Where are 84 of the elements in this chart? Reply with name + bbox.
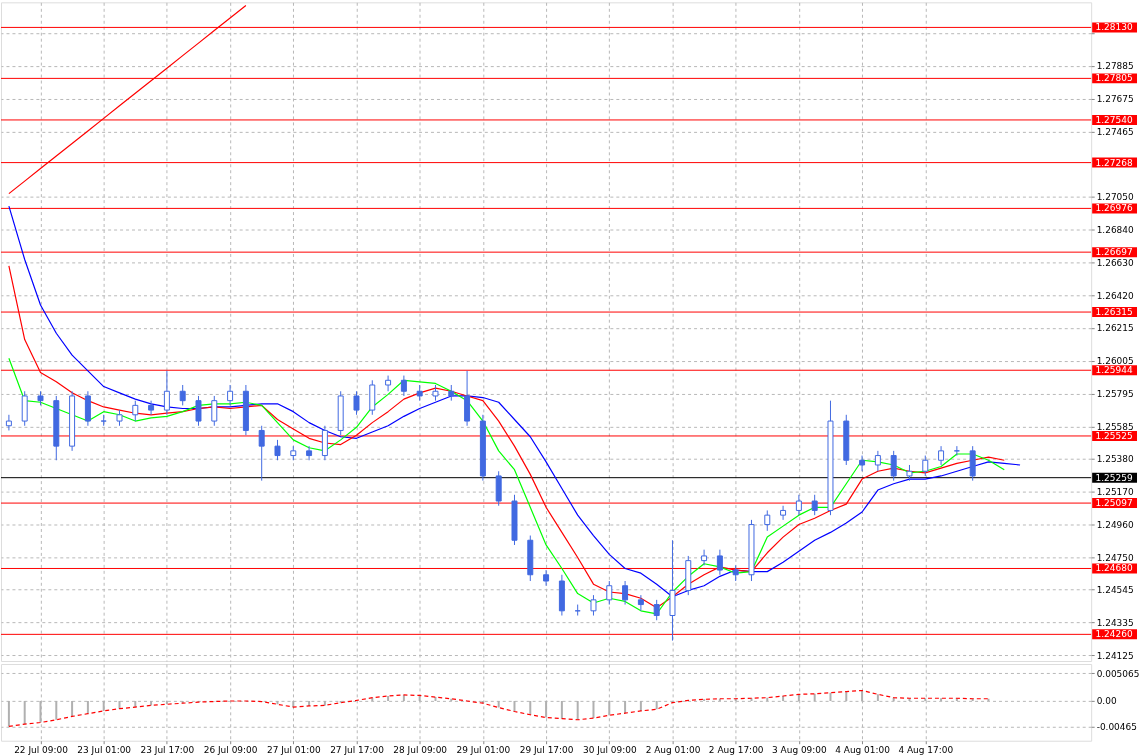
x-tick-label: 3 Aug 09:00 (772, 745, 828, 756)
candlestick (179, 384, 186, 406)
y-tick-label: 1.26420 (1096, 291, 1134, 302)
y-tick-label: 1.26840 (1096, 225, 1134, 236)
x-tick-label: 23 Jul 17:00 (140, 745, 195, 756)
candlestick (890, 450, 897, 482)
ref-line-label: 1.27805 (1095, 73, 1133, 84)
ref-line-label: 1.24260 (1095, 629, 1133, 640)
x-tick-label: 4 Aug 17:00 (898, 745, 954, 756)
y-tick-label: 0.00 (1096, 696, 1117, 707)
y-tick-label: 1.27885 (1096, 61, 1134, 72)
candlestick (227, 384, 234, 406)
candlestick (195, 395, 202, 427)
candlestick (5, 414, 12, 431)
y-tick-label: 1.25795 (1096, 389, 1134, 400)
ref-line-label: 1.27268 (1095, 157, 1133, 168)
ref-line-label: 1.26976 (1095, 203, 1133, 214)
candlestick (637, 594, 644, 612)
candlestick (811, 494, 818, 516)
candlestick (163, 370, 170, 416)
y-tick-label: 1.25170 (1096, 487, 1134, 498)
ref-line-label: 1.26315 (1095, 307, 1133, 318)
x-tick-label: 4 Aug 01:00 (835, 745, 891, 756)
y-tick-label: 1.27050 (1096, 192, 1134, 203)
candlestick (274, 439, 281, 461)
x-tick-label: 22 Jul 09:00 (14, 745, 69, 756)
ref-line-label: 1.25097 (1095, 498, 1133, 509)
candlestick (795, 494, 802, 516)
ref-line-label: 1.24680 (1095, 563, 1133, 574)
ref-line-label: 1.25525 (1095, 430, 1133, 441)
candlestick (132, 400, 139, 422)
line-series (8, 357, 1005, 615)
y-tick-label: 1.26005 (1096, 356, 1134, 367)
y-tick-label: 1.24750 (1096, 552, 1134, 563)
y-tick-label: 0.005065 (1096, 668, 1140, 679)
candlestick (385, 375, 392, 392)
ref-line-label: 1.25259 (1095, 472, 1133, 483)
candlestick (543, 569, 550, 587)
candlestick (764, 509, 771, 532)
y-tick-label: 1.24335 (1096, 618, 1134, 629)
line-series (8, 689, 990, 727)
y-tick-label: 1.26215 (1096, 323, 1134, 334)
candlestick (922, 455, 929, 477)
ref-line-label: 1.25944 (1095, 365, 1133, 376)
candlestick (353, 390, 360, 416)
candlestick (306, 445, 313, 461)
y-tick-label: 1.24960 (1096, 520, 1134, 531)
y-tick-label: 1.26630 (1096, 258, 1134, 269)
x-tick-label: 30 Jul 09:00 (582, 745, 637, 756)
y-tick-label: 1.25380 (1096, 454, 1134, 465)
x-tick-label: 2 Aug 01:00 (645, 745, 701, 756)
ref-line-label: 1.28130 (1095, 22, 1133, 33)
candlestick (211, 395, 218, 427)
x-tick-label: 27 Jul 01:00 (266, 745, 321, 756)
x-tick-label: 27 Jul 17:00 (330, 745, 385, 756)
x-tick-label: 23 Jul 01:00 (77, 745, 132, 756)
ref-line-label: 1.27540 (1095, 114, 1133, 125)
candlestick (780, 505, 787, 521)
candlestick (148, 400, 155, 416)
ref-line-label: 1.26697 (1095, 247, 1133, 258)
candlestick (874, 450, 881, 472)
y-tick-label: 1.24125 (1096, 651, 1134, 662)
candlestick (653, 599, 660, 621)
y-tick-label: 1.27465 (1096, 127, 1134, 138)
candlestick (859, 455, 866, 472)
candlestick (938, 445, 945, 466)
candlestick (590, 594, 597, 617)
candlestick (622, 580, 629, 606)
candlestick (258, 425, 265, 482)
x-tick-label: 28 Jul 09:00 (393, 745, 448, 756)
x-tick-label: 26 Jul 09:00 (203, 745, 258, 756)
candlestick (953, 445, 960, 457)
line-series (8, 205, 1021, 598)
candlestick (716, 549, 723, 576)
y-tick-label: -0.00465 (1096, 722, 1137, 733)
x-tick-label: 2 Aug 17:00 (708, 745, 764, 756)
candlestick (400, 375, 407, 397)
y-tick-label: 1.27675 (1096, 94, 1134, 105)
x-tick-label: 29 Jul 01:00 (456, 745, 511, 756)
candlestick (606, 580, 613, 606)
candlestick (701, 549, 708, 566)
y-tick-label: 1.25585 (1096, 422, 1134, 433)
y-tick-label: 1.24545 (1096, 585, 1134, 596)
x-tick-label: 29 Jul 17:00 (519, 745, 574, 756)
